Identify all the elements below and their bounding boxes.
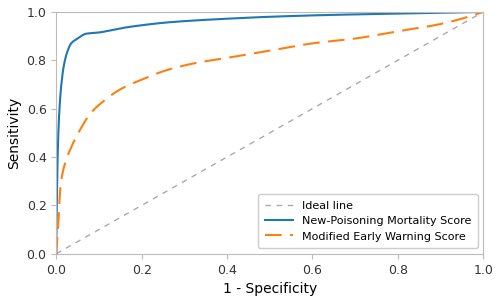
New-Poisoning Mortality Score — [374, 12, 380, 16]
New-Poisoning Mortality Score — [129, 25, 135, 28]
New-Poisoning Mortality Score — [338, 13, 344, 16]
New-Poisoning Mortality Score — [53, 252, 59, 256]
Line: New-Poisoning Mortality Score: New-Poisoning Mortality Score — [56, 12, 483, 254]
Modified Early Warning Score — [338, 38, 344, 42]
X-axis label: 1 - Specificity: 1 - Specificity — [222, 282, 317, 296]
Modified Early Warning Score — [53, 252, 59, 256]
Legend: Ideal line, New-Poisoning Mortality Score, Modified Early Warning Score: Ideal line, New-Poisoning Mortality Scor… — [258, 194, 478, 248]
New-Poisoning Mortality Score — [480, 10, 486, 14]
Line: Modified Early Warning Score: Modified Early Warning Score — [56, 12, 483, 254]
Modified Early Warning Score — [163, 68, 169, 72]
New-Poisoning Mortality Score — [305, 14, 311, 17]
Modified Early Warning Score — [305, 42, 311, 46]
New-Poisoning Mortality Score — [163, 21, 169, 24]
Modified Early Warning Score — [246, 52, 252, 56]
Modified Early Warning Score — [374, 33, 380, 37]
New-Poisoning Mortality Score — [246, 16, 252, 19]
Modified Early Warning Score — [480, 10, 486, 14]
Modified Early Warning Score — [129, 82, 135, 85]
Y-axis label: Sensitivity: Sensitivity — [7, 97, 21, 169]
